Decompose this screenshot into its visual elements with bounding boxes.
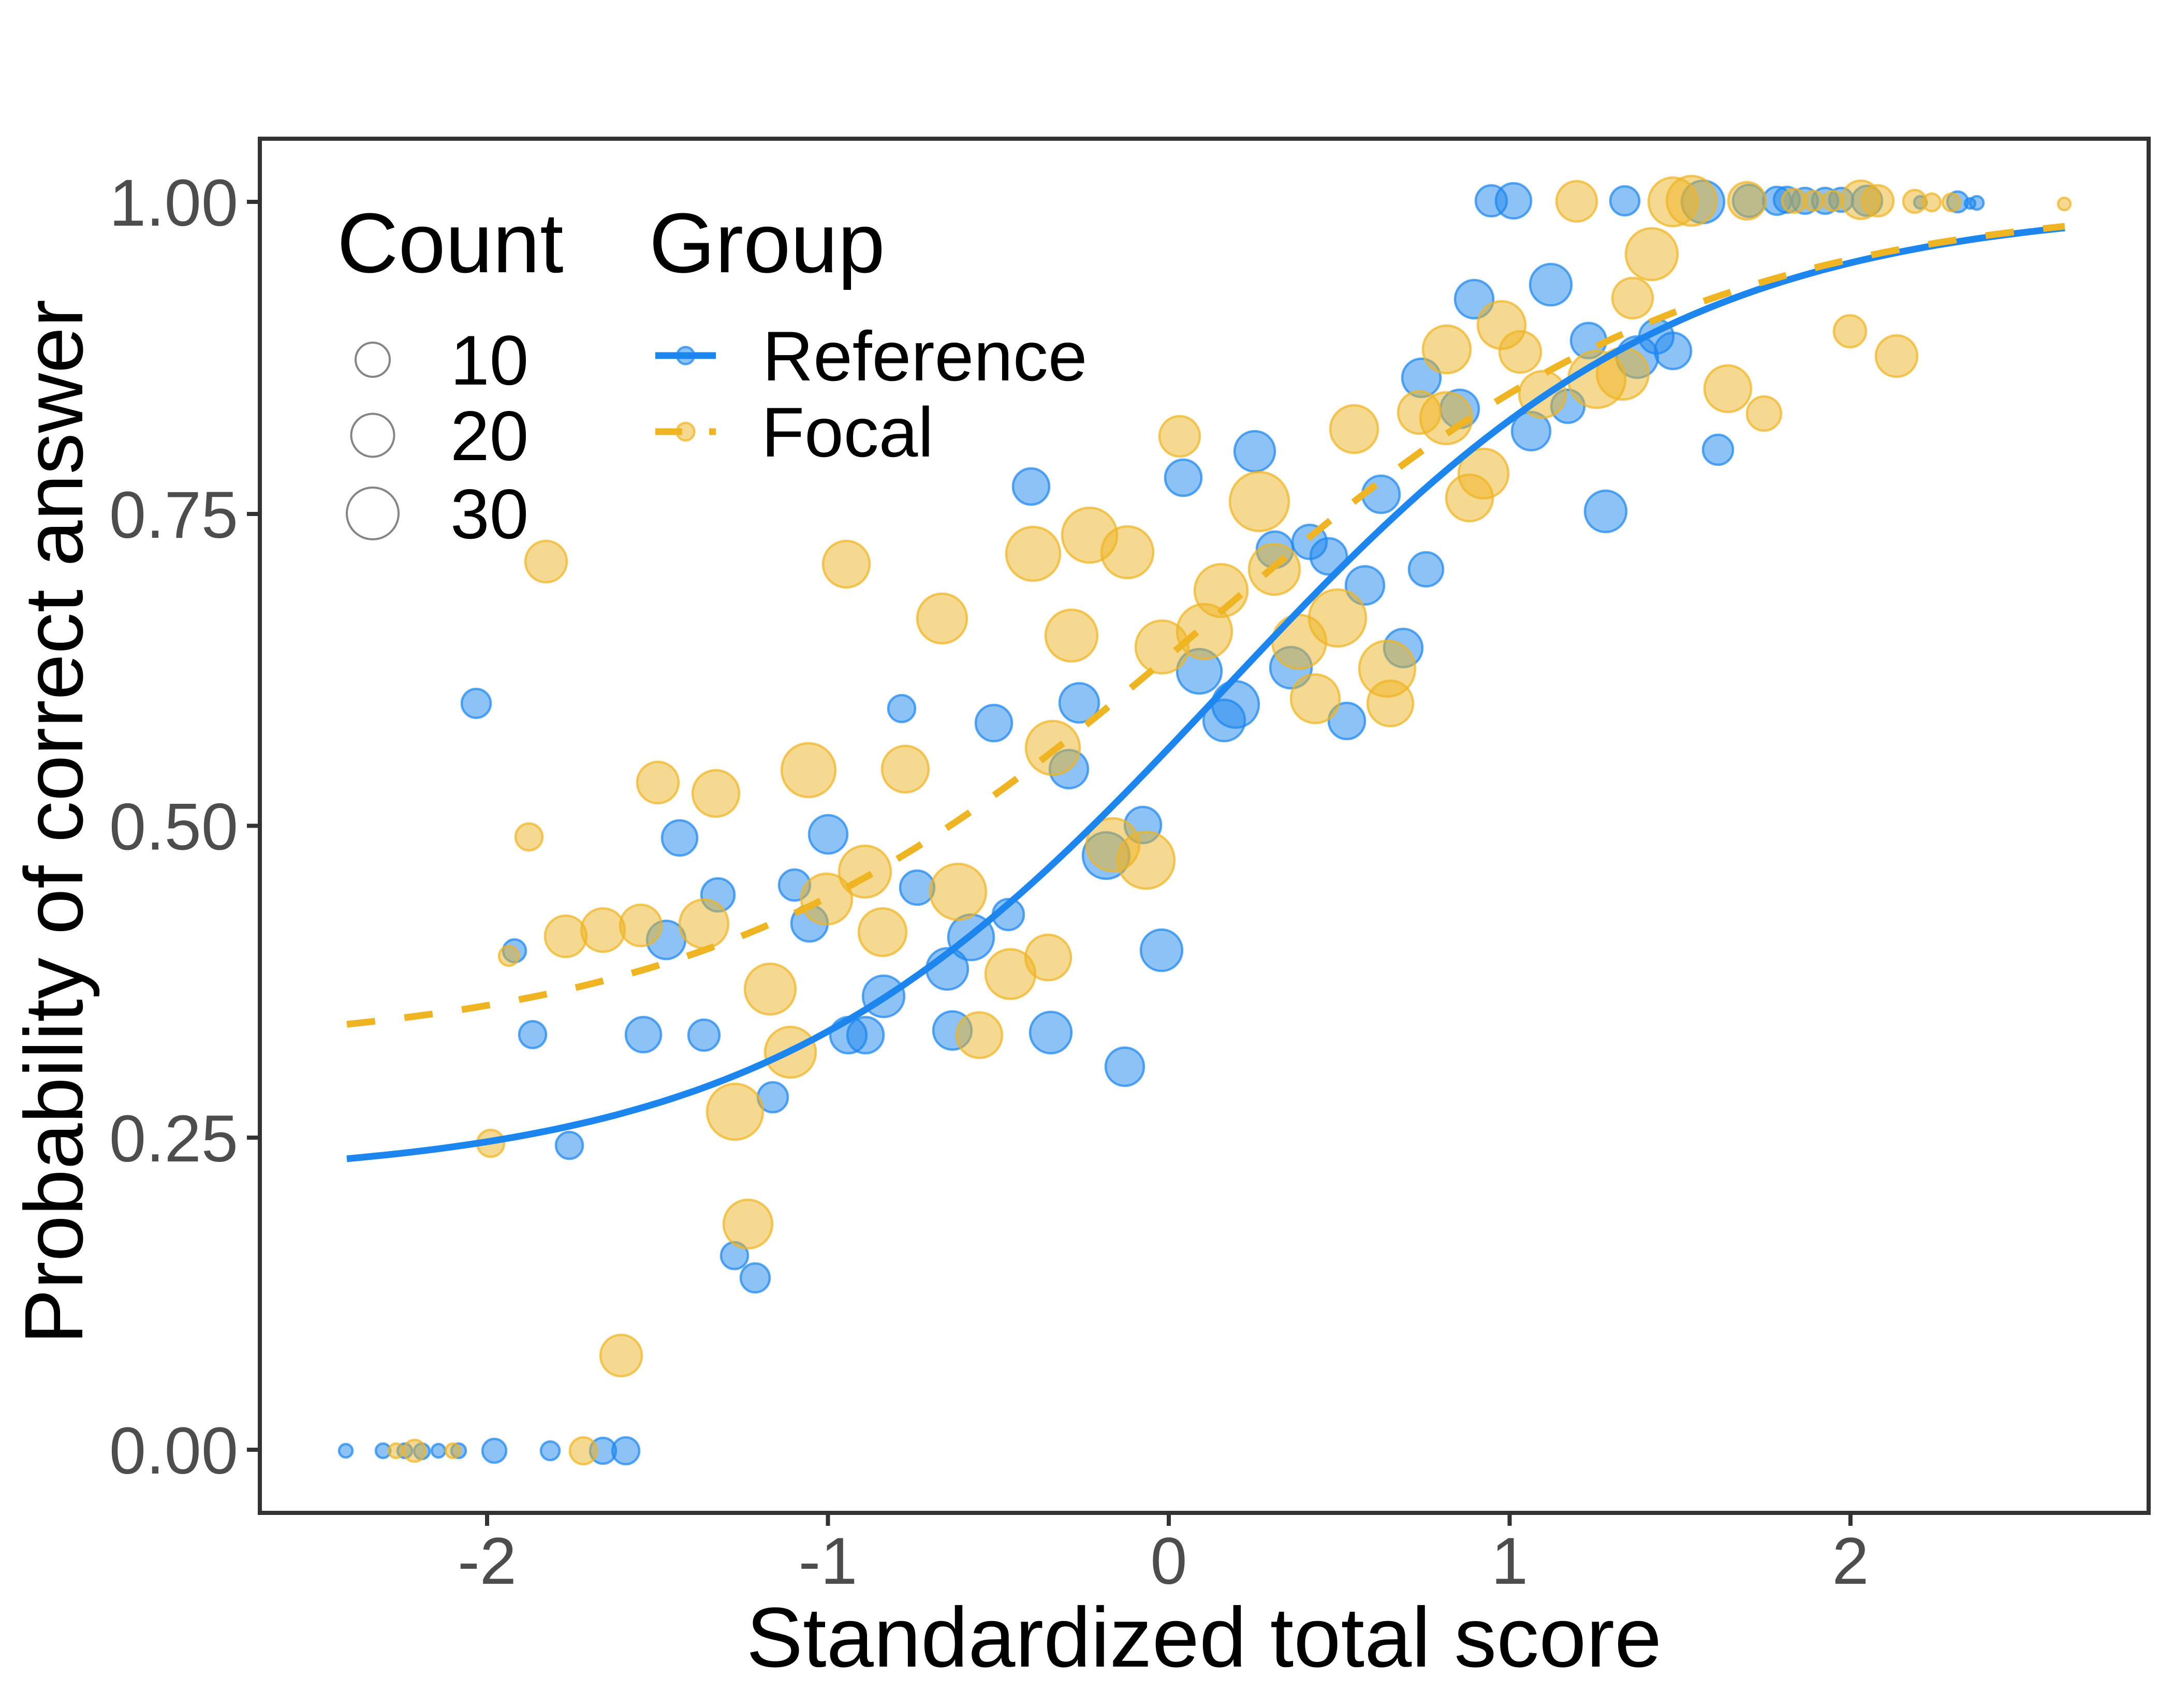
svg-text:Count: Count: [337, 196, 564, 290]
svg-text:0.00: 0.00: [109, 1414, 238, 1488]
svg-text:1: 1: [1491, 1524, 1528, 1598]
svg-text:0: 0: [1150, 1524, 1187, 1598]
svg-text:Standardized total score: Standardized total score: [746, 1590, 1662, 1685]
svg-text:Group: Group: [649, 196, 885, 290]
svg-text:0.75: 0.75: [109, 478, 238, 552]
svg-text:30: 30: [450, 475, 528, 553]
svg-text:20: 20: [450, 396, 528, 475]
svg-text:Reference: Reference: [762, 317, 1087, 395]
svg-text:Probability of correct answer: Probability of correct answer: [7, 300, 100, 1345]
svg-text:0.50: 0.50: [109, 790, 238, 864]
svg-text:-1: -1: [799, 1524, 858, 1598]
svg-text:2: 2: [1832, 1524, 1869, 1598]
svg-text:0.25: 0.25: [109, 1102, 238, 1176]
svg-text:-2: -2: [458, 1524, 517, 1598]
svg-text:Focal: Focal: [761, 393, 934, 472]
svg-text:10: 10: [450, 321, 528, 400]
svg-text:1.00: 1.00: [109, 166, 238, 240]
